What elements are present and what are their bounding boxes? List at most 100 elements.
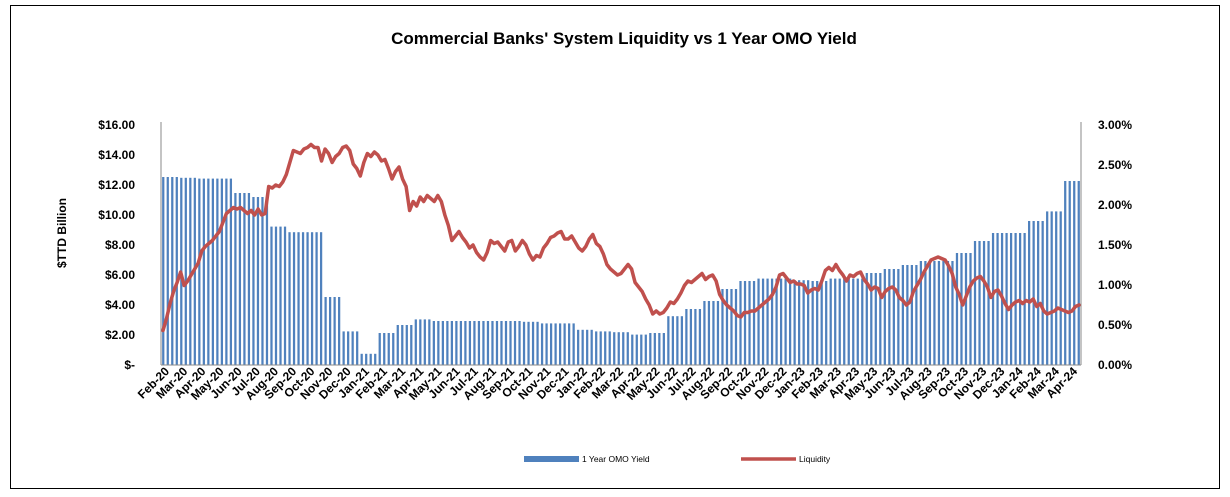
y-axis-left-label: $TTD Billion (55, 198, 69, 268)
omo-yield-bar (906, 265, 909, 365)
right-tick-label: 0.50% (1098, 318, 1132, 332)
omo-yield-bar (834, 278, 837, 365)
omo-yield-bar (761, 278, 765, 365)
omo-yield-bar (973, 241, 977, 365)
omo-yield-bar (910, 265, 913, 365)
omo-yield-bar (613, 332, 616, 365)
omo-yield-bar (360, 353, 363, 365)
omo-yield-bar (951, 261, 954, 365)
omo-yield-bar (238, 193, 242, 365)
omo-yield-bar (847, 278, 850, 365)
omo-yield-bar (599, 331, 602, 365)
omo-yield-bar (793, 280, 796, 365)
omo-yield-bar (721, 289, 724, 365)
omo-yield-bar (563, 323, 566, 365)
omo-yield-bar (960, 253, 963, 365)
omo-yield-bar (883, 269, 886, 365)
omo-yield-bar (243, 193, 246, 365)
omo-yield-bar (757, 278, 760, 365)
omo-yield-bar (189, 177, 192, 365)
omo-yield-bar (383, 333, 386, 365)
omo-yield-bar (1041, 221, 1044, 365)
omo-yield-bar (798, 280, 801, 365)
omo-yield-bar (1046, 211, 1049, 365)
omo-yield-bar (712, 301, 715, 365)
omo-yield-bar (662, 333, 665, 365)
omo-yield-bar (455, 321, 458, 365)
omo-yield-bar (310, 232, 314, 365)
omo-yield-bar (414, 319, 417, 365)
omo-yield-bar (549, 323, 553, 365)
omo-yield-bar (667, 316, 670, 365)
omo-yield-bar (338, 297, 341, 365)
omo-yield-bar (766, 278, 769, 365)
omo-yield-bar (1059, 211, 1062, 365)
omo-yield-bar (807, 280, 810, 365)
omo-yield-bar (901, 265, 904, 365)
omo-yield-bar (969, 253, 972, 365)
omo-yield-bar (545, 323, 548, 365)
omo-yield-bar (283, 226, 287, 365)
omo-yield-bar (964, 253, 968, 365)
omo-yield-bar (698, 309, 702, 365)
omo-yield-bar (775, 278, 778, 365)
omo-yield-bar (473, 321, 476, 365)
omo-yield-bar (342, 331, 345, 365)
omo-yield-bar (825, 281, 828, 365)
omo-yield-bar (171, 177, 174, 365)
omo-yield-bar (279, 226, 282, 365)
omo-yield-bar (937, 261, 941, 365)
omo-yield-bar (387, 333, 390, 365)
omo-yield-bar (820, 281, 823, 365)
omo-yield-bar (1055, 211, 1058, 365)
omo-yield-bar (707, 301, 711, 365)
omo-yield-bar (459, 321, 463, 365)
omo-yield-bar (509, 321, 512, 365)
left-tick-label: $10.00 (98, 208, 135, 222)
right-tick-label: 0.00% (1098, 358, 1132, 372)
omo-yield-bar (856, 278, 859, 365)
omo-yield-bar (513, 321, 517, 365)
omo-yield-bar (743, 281, 747, 365)
omo-yield-bar (252, 197, 255, 365)
omo-yield-bar (540, 323, 544, 365)
omo-yield-bar (617, 332, 620, 365)
omo-yield-bar (405, 325, 408, 365)
omo-yield-bar (536, 321, 539, 365)
omo-yield-bar (653, 333, 656, 365)
omo-yield-bar (1073, 181, 1076, 365)
omo-yield-bar (604, 331, 607, 365)
omo-yield-bar (432, 321, 435, 365)
omo-yield-bar (247, 193, 251, 365)
omo-yield-bar (220, 178, 223, 365)
left-tick-label: $- (124, 358, 135, 372)
omo-yield-bar (301, 232, 305, 365)
omo-yield-bar (595, 331, 598, 365)
omo-yield-bar (915, 265, 918, 365)
omo-yield-bar (419, 319, 422, 365)
omo-yield-bar (347, 331, 350, 365)
omo-yield-bar (978, 241, 981, 365)
omo-yield-bar (288, 232, 291, 365)
omo-yield-bar (558, 323, 562, 365)
omo-yield-bar (234, 193, 237, 365)
omo-yield-bar (211, 178, 214, 365)
omo-yield-bar (694, 309, 697, 365)
omo-yield-bar (1068, 181, 1071, 365)
omo-yield-bar (577, 329, 580, 365)
omo-yield-bar (378, 333, 381, 365)
omo-yield-bar (518, 321, 521, 365)
axes (160, 122, 1082, 366)
legend-label-omo-yield: 1 Year OMO Yield (582, 454, 650, 464)
omo-yield-bar (1064, 181, 1067, 365)
omo-yield-bar (265, 197, 269, 365)
omo-yield-bar (202, 178, 205, 365)
omo-yield-bar (788, 278, 792, 365)
omo-yield-bar (554, 323, 557, 365)
left-tick-label: $4.00 (105, 298, 135, 312)
omo-yield-bar (328, 297, 332, 365)
omo-yield-bar (865, 273, 868, 365)
omo-yield-bar (861, 278, 864, 365)
omo-yield-bar (640, 334, 643, 365)
omo-yield-bar (1032, 221, 1035, 365)
